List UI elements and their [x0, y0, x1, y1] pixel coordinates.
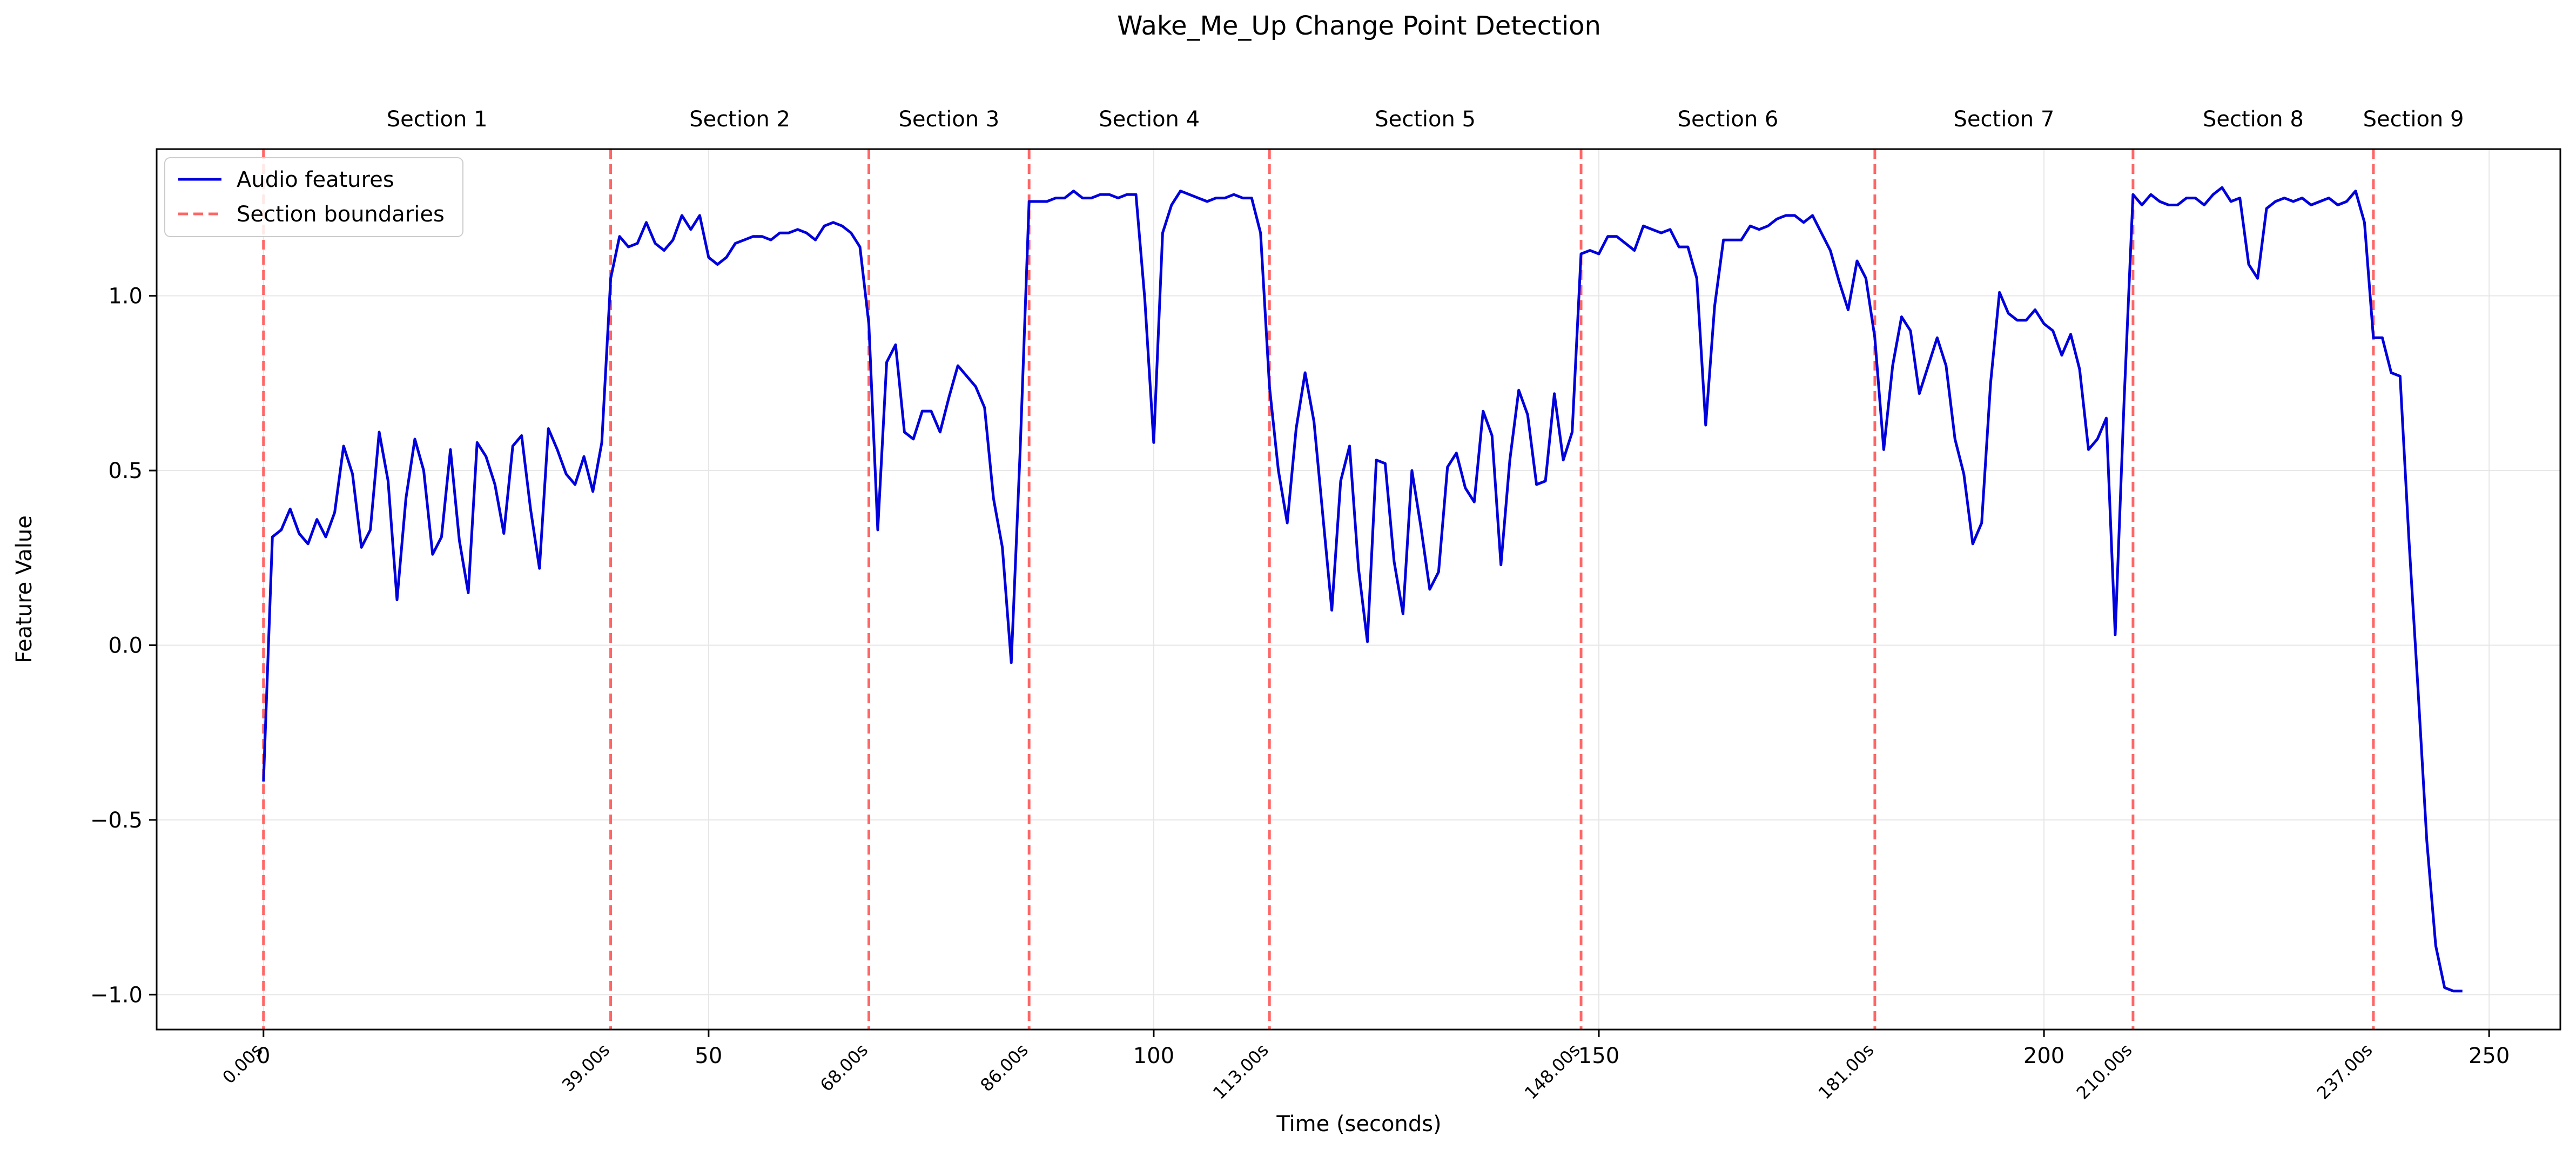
x-axis-label: Time (seconds) [1276, 1112, 1441, 1136]
series-layer [262, 186, 2463, 993]
y-tick-label: −1.0 [90, 983, 143, 1007]
chart-title: Wake_Me_Up Change Point Detection [1117, 11, 1601, 41]
section-labels: Section 1 Section 2 Section 3 Section 4 Sect… [387, 107, 2464, 132]
x-tick-label: 200 [2023, 1044, 2064, 1068]
x-tick-label: 100 [1133, 1044, 1174, 1068]
x-tick-label: 0 [257, 1044, 270, 1068]
section-label: Section 4 [1099, 107, 1200, 132]
x-axis-ticks: 0 50 100 150 200 250 [257, 1030, 2510, 1068]
y-tick-label: −0.5 [90, 808, 143, 833]
x-tick-label: 250 [2469, 1044, 2510, 1068]
y-tick-label: 0.5 [108, 459, 143, 483]
grid [157, 149, 2560, 1030]
y-tick-label: 0.0 [108, 633, 143, 658]
plot-frame [156, 148, 2561, 1031]
legend: Audio features Section boundaries [164, 157, 463, 237]
section-label: Section 7 [1954, 107, 2055, 132]
y-axis-label: Feature Value [12, 515, 37, 663]
y-axis-ticks: −1.0 −0.5 0.0 0.5 1.0 [90, 284, 157, 1007]
section-label: Section 5 [1375, 107, 1476, 132]
x-tick-label: 150 [1578, 1044, 1619, 1068]
legend-label-section-boundaries: Section boundaries [237, 202, 445, 227]
x-tick-label: 50 [695, 1044, 722, 1068]
legend-box [164, 157, 463, 237]
section-boundaries [262, 149, 2375, 1030]
section-label: Section 6 [1678, 107, 1779, 132]
legend-label-audio-features: Audio features [237, 167, 394, 192]
section-label: Section 1 [387, 107, 488, 132]
section-label: Section 9 [2363, 107, 2464, 132]
y-tick-label: 1.0 [108, 284, 143, 309]
section-label: Section 8 [2203, 107, 2304, 132]
section-label: Section 2 [689, 107, 790, 132]
series-line-audio-features [262, 186, 2463, 993]
section-label: Section 3 [898, 107, 999, 132]
